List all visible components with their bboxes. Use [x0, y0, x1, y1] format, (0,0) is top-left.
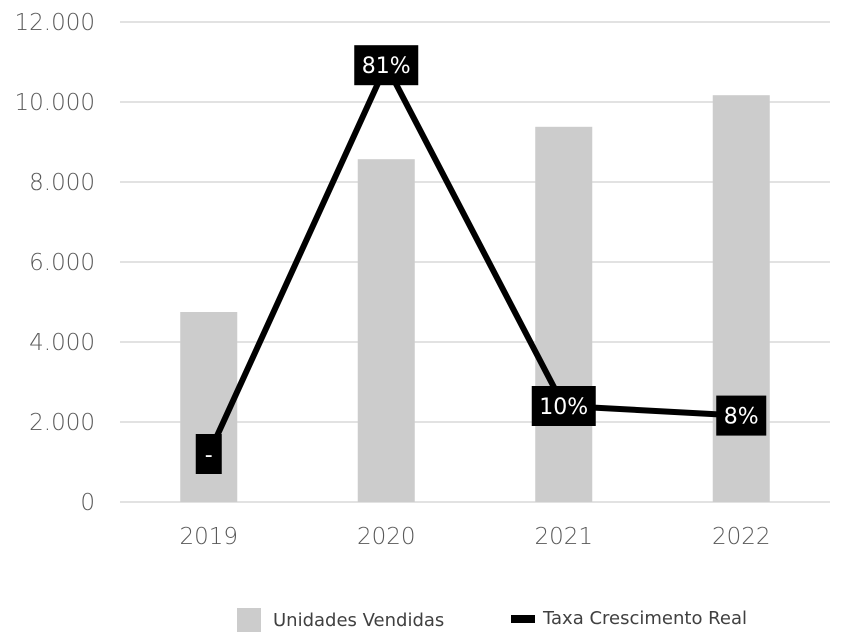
y-tick-label: 10.000: [15, 90, 95, 116]
line-data-labels: - 81% 10% 8%: [195, 45, 767, 474]
bar: [357, 159, 415, 502]
y-tick-label: 6.000: [29, 250, 95, 276]
data-label: 81%: [362, 54, 411, 79]
data-label-box: [716, 395, 767, 436]
y-tick-label: 8.000: [29, 170, 95, 196]
x-tick-label: 2021: [534, 524, 593, 550]
legend-item-unidades-vendidas: Unidades Vendidas: [237, 608, 444, 632]
legend-swatch-line: [511, 614, 535, 623]
data-label: 8%: [724, 405, 759, 430]
data-label: -: [205, 443, 213, 468]
y-axis-ticks: 0 2.000 4.000 6.000 8.000 10.000 12.000: [15, 10, 95, 516]
legend-label-unidades-vendidas: Unidades Vendidas: [273, 609, 445, 631]
y-tick-label: 12.000: [15, 10, 95, 36]
bar-series-unidades-vendidas: [180, 95, 770, 503]
y-tick-label: 0: [80, 490, 95, 516]
bar: [535, 126, 593, 503]
line-series-taxa-crescimento: [206, 62, 742, 456]
bar: [712, 95, 770, 502]
gridlines: [120, 21, 830, 503]
x-tick-label: 2022: [712, 524, 771, 550]
data-label: 10%: [539, 395, 588, 420]
legend-item-taxa-crescimento: Taxa Crescimento Real: [511, 608, 747, 629]
data-label-box: [531, 386, 596, 426]
data-label-box: [354, 45, 419, 86]
legend-label-taxa-crescimento: Taxa Crescimento Real: [543, 608, 747, 629]
series-line: [206, 62, 742, 456]
x-tick-label: 2020: [357, 524, 416, 550]
x-axis-ticks: 2019 2020 2021 2022: [179, 524, 770, 550]
legend: Unidades Vendidas Taxa Crescimento Real: [0, 608, 844, 638]
y-tick-label: 2.000: [29, 410, 95, 436]
data-label-box: [195, 434, 222, 474]
x-tick-label: 2019: [179, 524, 238, 550]
y-tick-label: 4.000: [29, 330, 95, 356]
legend-swatch-bar: [237, 608, 261, 632]
